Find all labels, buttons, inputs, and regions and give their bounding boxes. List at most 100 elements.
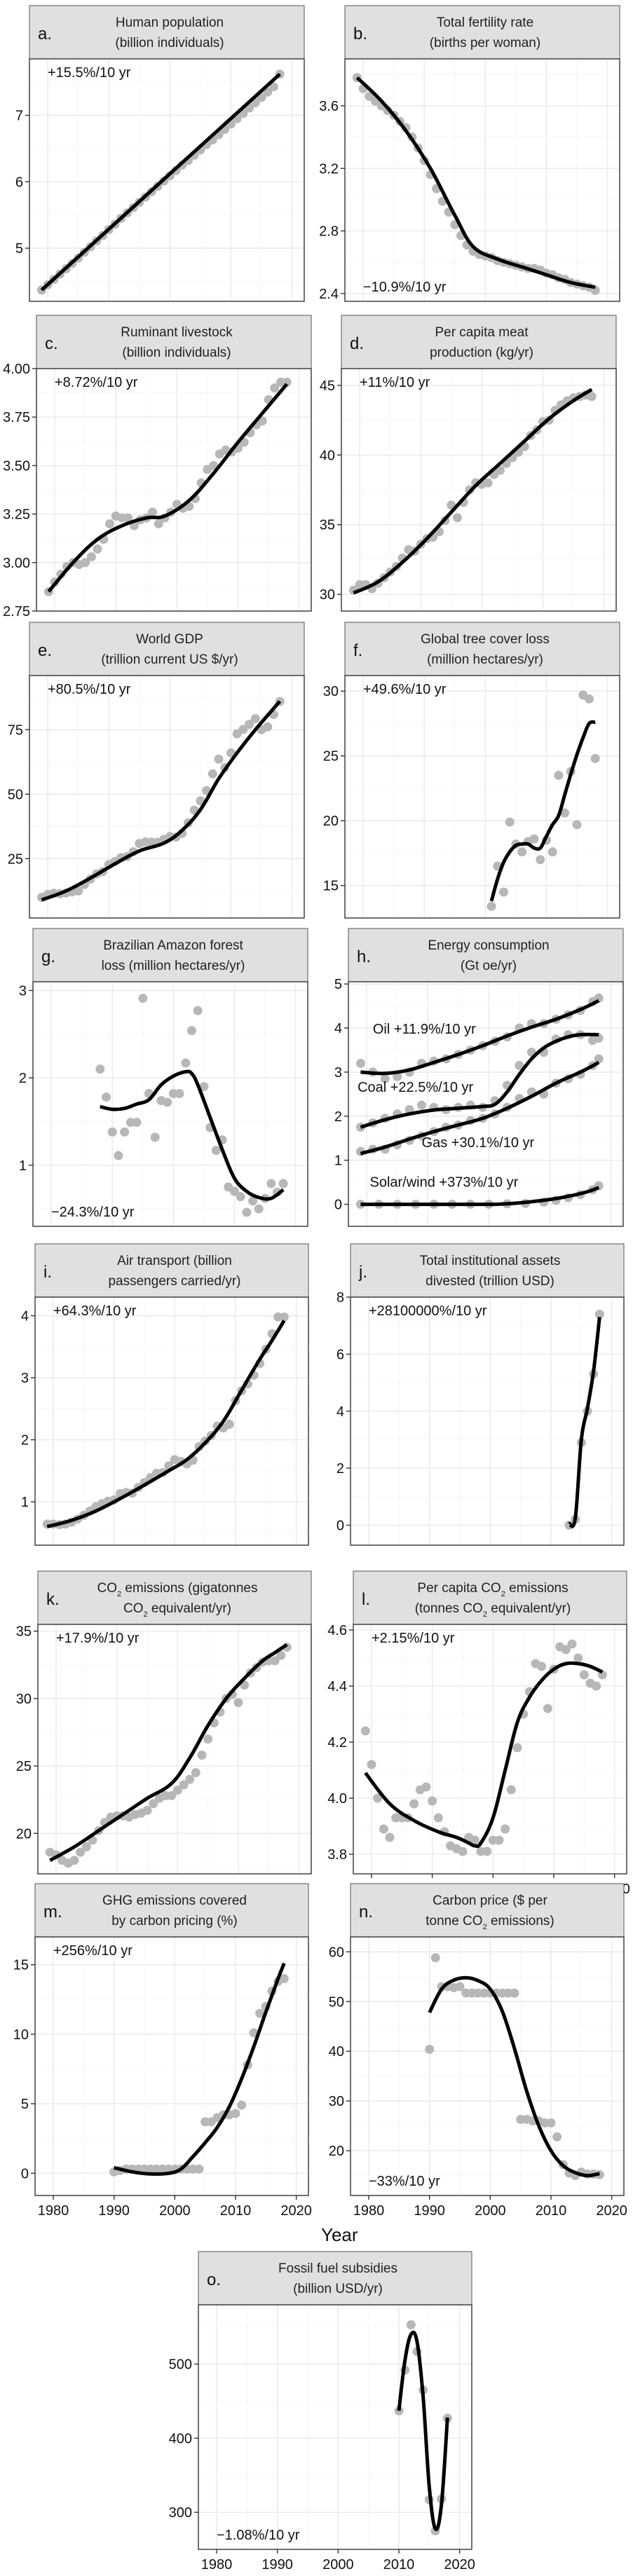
data-point bbox=[122, 851, 132, 861]
panel-label: k. bbox=[46, 1590, 60, 1609]
plot-border bbox=[29, 675, 305, 919]
data-point bbox=[185, 1774, 195, 1784]
data-point bbox=[583, 2169, 592, 2179]
data-point bbox=[252, 420, 261, 430]
panel-title-line: (Gt oe/yr) bbox=[461, 959, 517, 973]
data-point bbox=[501, 1824, 510, 1834]
gridlines bbox=[38, 1624, 311, 1874]
data-point bbox=[485, 1988, 495, 1998]
gridlines bbox=[29, 59, 304, 301]
marks-l bbox=[360, 1639, 607, 1856]
marks-n bbox=[425, 1953, 604, 2181]
plot-border bbox=[29, 58, 305, 302]
data-point bbox=[175, 1089, 184, 1099]
trend-line bbox=[355, 76, 596, 289]
data-point bbox=[91, 1502, 101, 1512]
data-point bbox=[98, 867, 108, 877]
gridlines bbox=[345, 676, 620, 919]
data-point bbox=[212, 1421, 222, 1431]
data-point bbox=[177, 828, 187, 838]
data-point-gas bbox=[429, 1127, 439, 1137]
data-point bbox=[414, 143, 423, 153]
gridlines bbox=[350, 1296, 624, 1545]
data-point bbox=[149, 1799, 158, 1809]
data-point bbox=[480, 251, 490, 261]
data-point bbox=[590, 753, 600, 763]
data-point-coal bbox=[587, 1036, 597, 1046]
data-point bbox=[529, 834, 539, 844]
y-tick-label: 15 bbox=[323, 879, 339, 894]
data-point bbox=[476, 1847, 486, 1856]
data-point bbox=[203, 465, 212, 474]
data-point bbox=[541, 835, 551, 845]
data-point bbox=[458, 1847, 468, 1856]
data-point bbox=[227, 447, 237, 457]
data-point bbox=[120, 1127, 130, 1137]
data-point bbox=[106, 1812, 116, 1822]
data-point bbox=[92, 236, 102, 246]
data-point bbox=[403, 1813, 413, 1823]
data-point bbox=[232, 729, 242, 739]
y-tick-label: 45 bbox=[320, 378, 335, 394]
data-point bbox=[467, 1988, 477, 1998]
data-point bbox=[139, 1478, 149, 1488]
data-point bbox=[170, 2164, 179, 2174]
data-point bbox=[250, 98, 260, 108]
x-tick-label: 2000 bbox=[322, 2557, 354, 2572]
data-point bbox=[219, 1423, 229, 1433]
data-point bbox=[158, 2164, 168, 2174]
data-point bbox=[473, 1988, 483, 1998]
data-point bbox=[206, 2117, 216, 2127]
data-point bbox=[98, 231, 108, 240]
data-point bbox=[171, 832, 181, 842]
data-point bbox=[146, 1473, 156, 1483]
x-tick-label: 2010 bbox=[536, 2203, 567, 2219]
data-point bbox=[156, 1096, 166, 1106]
data-point bbox=[482, 1847, 492, 1856]
data-point bbox=[165, 832, 175, 842]
data-point bbox=[249, 2028, 259, 2038]
data-point-solar-wind bbox=[355, 1200, 365, 1210]
data-point bbox=[63, 1858, 73, 1868]
data-point bbox=[406, 2320, 416, 2330]
data-point bbox=[260, 1193, 270, 1203]
data-point bbox=[240, 1680, 250, 1690]
trend-line-oil bbox=[360, 999, 600, 1076]
data-point bbox=[424, 2495, 434, 2505]
data-point bbox=[418, 2385, 428, 2395]
gridlines bbox=[341, 369, 616, 611]
data-point bbox=[85, 1506, 95, 1516]
data-point bbox=[430, 2526, 440, 2536]
marks-m bbox=[109, 1962, 289, 2177]
trend-line bbox=[353, 388, 593, 595]
data-point bbox=[227, 1690, 237, 1699]
trend-line bbox=[428, 1975, 600, 2178]
data-point bbox=[196, 145, 205, 155]
data-point bbox=[379, 573, 389, 582]
data-point bbox=[182, 2164, 192, 2174]
data-point bbox=[453, 513, 463, 523]
data-point bbox=[136, 1808, 146, 1818]
data-point bbox=[128, 2164, 137, 2174]
data-point bbox=[584, 694, 594, 704]
data-point bbox=[401, 123, 411, 132]
data-point bbox=[176, 2164, 186, 2174]
data-point-coal bbox=[551, 1034, 561, 1044]
panel-label: a. bbox=[38, 25, 52, 43]
y-tick-label: 5 bbox=[21, 2097, 29, 2112]
data-point bbox=[412, 2347, 422, 2357]
data-point-solar-wind bbox=[551, 1195, 561, 1205]
data-point bbox=[141, 192, 151, 202]
data-point bbox=[242, 1207, 252, 1217]
data-point bbox=[355, 580, 365, 589]
data-point bbox=[554, 770, 564, 780]
trend-line bbox=[567, 1317, 601, 1528]
data-point bbox=[506, 1785, 516, 1795]
data-point bbox=[554, 273, 564, 283]
data-point bbox=[171, 165, 181, 175]
data-point bbox=[61, 264, 71, 274]
data-point bbox=[471, 478, 481, 488]
y-tick-label: 6 bbox=[15, 174, 23, 190]
